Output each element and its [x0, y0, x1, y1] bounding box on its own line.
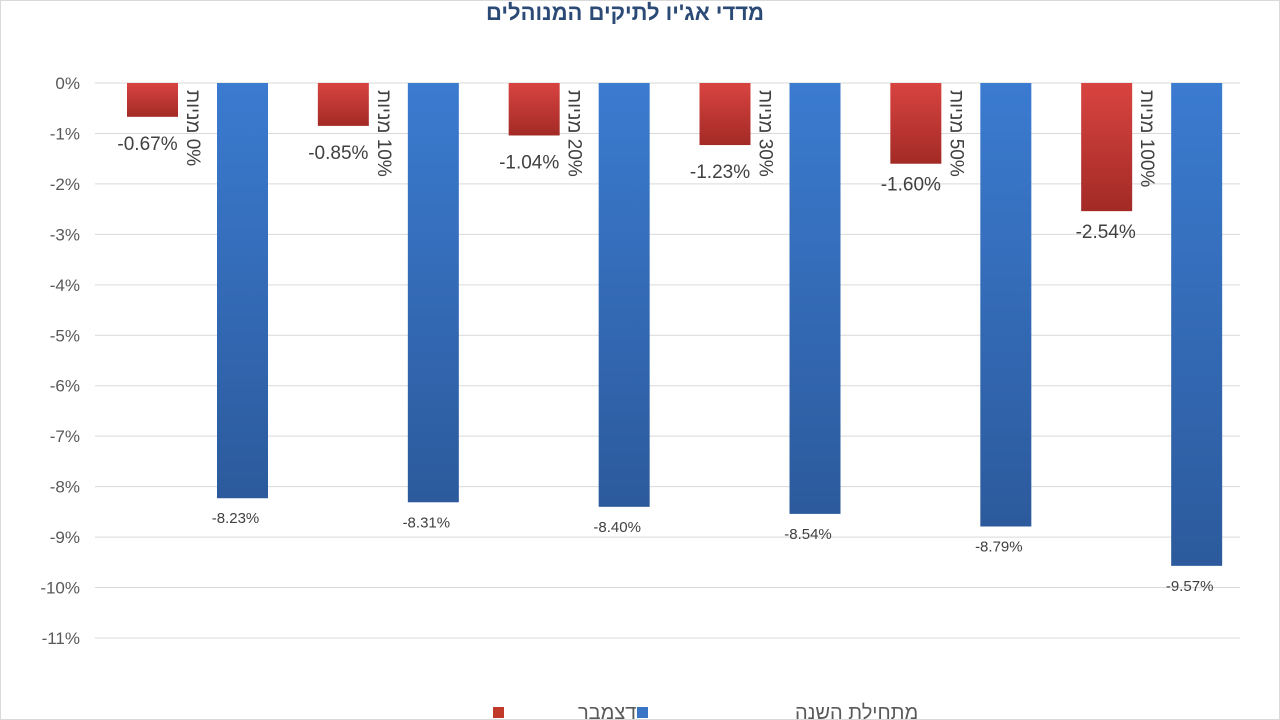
bar-december	[699, 83, 751, 146]
y-tick-label: -4%	[50, 276, 80, 295]
legend: מתחילת השנה דצמבר	[493, 702, 918, 720]
data-label-ytd: -8.79%	[975, 538, 1023, 555]
chart-title: מדדי אג'יו לתיקים המנוהלים	[486, 0, 764, 25]
data-label-december: -2.54%	[1076, 222, 1136, 243]
category-label: 100% מניות	[1136, 90, 1157, 187]
y-tick-label: -11%	[42, 629, 80, 648]
data-label-ytd: -8.31%	[403, 514, 451, 531]
legend-label-ytd: מתחילת השנה	[795, 702, 918, 720]
data-label-december: -1.23%	[690, 162, 750, 183]
bar-ytd	[1171, 83, 1223, 566]
y-tick-label: -9%	[50, 528, 80, 547]
legend-swatch-december	[493, 707, 504, 718]
legend-swatch-ytd	[637, 707, 648, 718]
data-label-ytd: -8.54%	[784, 526, 832, 543]
y-tick-label: -1%	[50, 124, 80, 143]
data-label-december: -0.67%	[117, 134, 177, 155]
category-label: 20% מניות	[564, 90, 585, 177]
bar-december	[508, 83, 560, 136]
legend-label-december: דצמבר	[578, 702, 636, 720]
data-label-ytd: -8.23%	[212, 510, 260, 527]
y-tick-label: -7%	[50, 427, 80, 446]
bar-december	[1081, 83, 1133, 212]
y-tick-label: -10%	[40, 579, 80, 598]
category-label: 30% מניות	[755, 90, 776, 177]
y-tick-label: -3%	[50, 225, 80, 244]
data-label-ytd: -8.40%	[593, 519, 641, 536]
data-label-ytd: -9.57%	[1166, 578, 1214, 595]
bar-ytd	[217, 83, 268, 499]
data-label-december: -1.04%	[499, 152, 559, 173]
bar-december	[890, 83, 942, 164]
bar-december	[127, 83, 178, 117]
category-label: 10% מניות	[373, 90, 394, 177]
bar-ytd	[407, 83, 459, 503]
y-tick-label: -5%	[50, 326, 80, 345]
bar-december	[317, 83, 369, 126]
data-label-december: -1.60%	[881, 175, 941, 196]
y-tick-label: -8%	[50, 478, 80, 497]
bar-ytd	[789, 83, 841, 514]
bar-ytd	[980, 83, 1032, 527]
y-tick-label: 0%	[55, 74, 80, 93]
y-tick-label: -6%	[50, 377, 80, 396]
category-label: 0% מניות	[182, 90, 203, 166]
y-tick-label: -2%	[50, 175, 80, 194]
category-label: 50% מניות	[945, 90, 966, 177]
data-label-december: -0.85%	[308, 143, 368, 164]
bar-ytd	[598, 83, 650, 507]
